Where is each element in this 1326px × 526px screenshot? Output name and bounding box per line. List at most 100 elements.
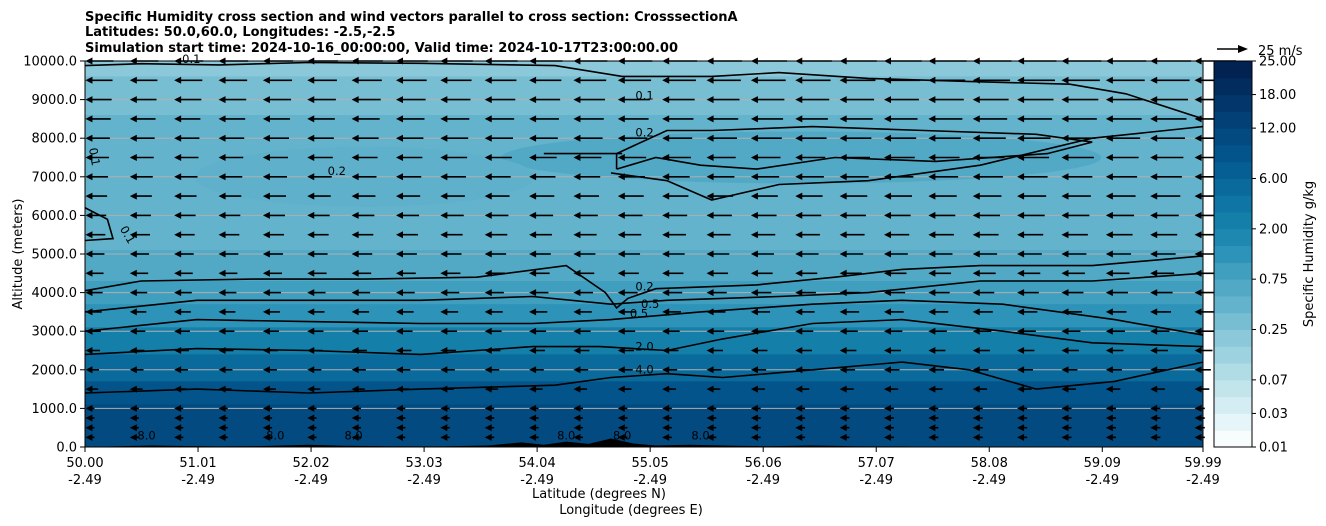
- wind-arrow: [1105, 192, 1136, 200]
- colorbar-segment: [1214, 144, 1252, 163]
- wind-arrow: [262, 96, 292, 104]
- wind-arrow: [884, 414, 894, 422]
- wind-arrow: [1105, 76, 1145, 84]
- wind-arrow: [529, 347, 545, 354]
- wind-arrow: [484, 115, 515, 123]
- wind-arrow: [928, 404, 939, 412]
- wind-arrow: [1061, 404, 1072, 412]
- wind-arrow: [218, 96, 247, 104]
- wind-arrow: [972, 250, 998, 258]
- wind-arrow: [529, 366, 544, 374]
- wind-arrow: [85, 96, 112, 104]
- wind-arrow: [1105, 134, 1141, 142]
- wind-arrow: [662, 289, 683, 297]
- wind-arrow: [928, 154, 960, 161]
- wind-arrow: [750, 433, 761, 441]
- wind-arrow: [85, 211, 107, 219]
- wind-arrow: [129, 250, 150, 258]
- wind-arrow: [662, 385, 676, 393]
- wind-arrow: [129, 366, 144, 374]
- x-tick-label-lon: -2.49: [68, 473, 102, 488]
- wind-arrow: [307, 433, 317, 441]
- wind-arrow: [839, 433, 850, 441]
- wind-arrow: [129, 76, 158, 84]
- wind-arrow: [839, 347, 857, 354]
- colorbar-tick-label: 0.25: [1259, 323, 1288, 338]
- wind-arrow: [839, 211, 866, 219]
- wind-arrow: [529, 173, 556, 181]
- colorbar-frame: [1213, 60, 1253, 448]
- title-line-3: Simulation start time: 2024-10-16_00:00:…: [85, 41, 678, 56]
- wind-arrow: [617, 173, 645, 181]
- wind-arrow: [1017, 414, 1028, 422]
- x-tick-label-lon: -2.49: [1186, 473, 1220, 488]
- wind-arrow: [1061, 269, 1085, 277]
- wind-arrow: [440, 366, 455, 374]
- wind-arrow: [440, 211, 464, 219]
- wind-arrow: [218, 76, 248, 84]
- wind-arrow: [662, 250, 685, 258]
- wind-arrow: [129, 424, 139, 432]
- y-tick-label: 6000.0: [32, 209, 78, 224]
- wind-arrow: [218, 211, 241, 219]
- wind-arrow: [750, 347, 768, 354]
- colorbar-segment: [1214, 178, 1252, 196]
- wind-arrow: [484, 154, 512, 161]
- wind-arrow: [884, 96, 919, 104]
- wind-arrow: [484, 96, 516, 104]
- wind-arrow: [1150, 269, 1175, 277]
- wind-arrow: [440, 76, 472, 84]
- colorbar-segment: [1214, 161, 1252, 179]
- wind-arrow: [307, 414, 317, 422]
- wind-arrow: [884, 250, 908, 258]
- wind-arrow: [795, 96, 830, 104]
- wind-arrow: [573, 385, 588, 393]
- wind-arrow: [1061, 308, 1082, 316]
- contour-0-1-upper: [85, 61, 1203, 120]
- wind-arrow: [617, 231, 642, 239]
- wind-arrow: [307, 134, 334, 142]
- wind-arrow: [839, 96, 875, 104]
- wind-arrow: [262, 154, 289, 161]
- wind-arrow: [351, 134, 379, 142]
- wind-arrow: [351, 424, 361, 432]
- wind-arrow: [884, 366, 900, 374]
- wind-arrow: [262, 308, 280, 316]
- wind-arrow: [1017, 424, 1028, 432]
- wind-arrow: [573, 308, 592, 316]
- wind-arrow: [307, 231, 329, 239]
- wind-arrow: [839, 134, 872, 142]
- wind-arrow: [218, 173, 243, 181]
- wind-arrow: [529, 192, 555, 200]
- contour-label: 0.1: [635, 89, 653, 103]
- wind-arrow: [174, 173, 198, 181]
- wind-arrow: [839, 154, 871, 161]
- humidity-contour-lines: [85, 61, 1203, 394]
- wind-arrow: [1061, 96, 1099, 104]
- wind-arrow: [129, 115, 156, 123]
- wind-arrow: [174, 154, 199, 161]
- wind-arrow: [484, 414, 495, 422]
- x-axis-label-2: Longitude (degrees E): [559, 503, 703, 518]
- wind-arrow: [529, 404, 539, 412]
- wind-arrow: [928, 173, 959, 181]
- wind-arrow: [218, 154, 244, 161]
- wind-arrow: [174, 424, 184, 432]
- wind-arrow: [839, 250, 864, 258]
- wind-arrow: [1150, 366, 1167, 374]
- wind-arrow: [484, 404, 495, 412]
- wind-arrow: [928, 385, 943, 393]
- y-tick-label: 10000.0: [23, 55, 77, 70]
- wind-arrow: [307, 250, 328, 258]
- x-tick-label-lon: -2.49: [407, 473, 441, 488]
- wind-arrow: [884, 173, 914, 181]
- wind-arrow: [484, 327, 502, 335]
- wind-arrow: [129, 269, 149, 277]
- wind-arrow: [573, 76, 607, 84]
- wind-arrow: [706, 192, 734, 200]
- fill-layer-8: [85, 404, 1203, 447]
- wind-arrow: [85, 404, 95, 412]
- wind-arrow: [440, 192, 465, 200]
- wind-arrow: [85, 192, 108, 200]
- x-tick-label-lon: -2.49: [972, 473, 1006, 488]
